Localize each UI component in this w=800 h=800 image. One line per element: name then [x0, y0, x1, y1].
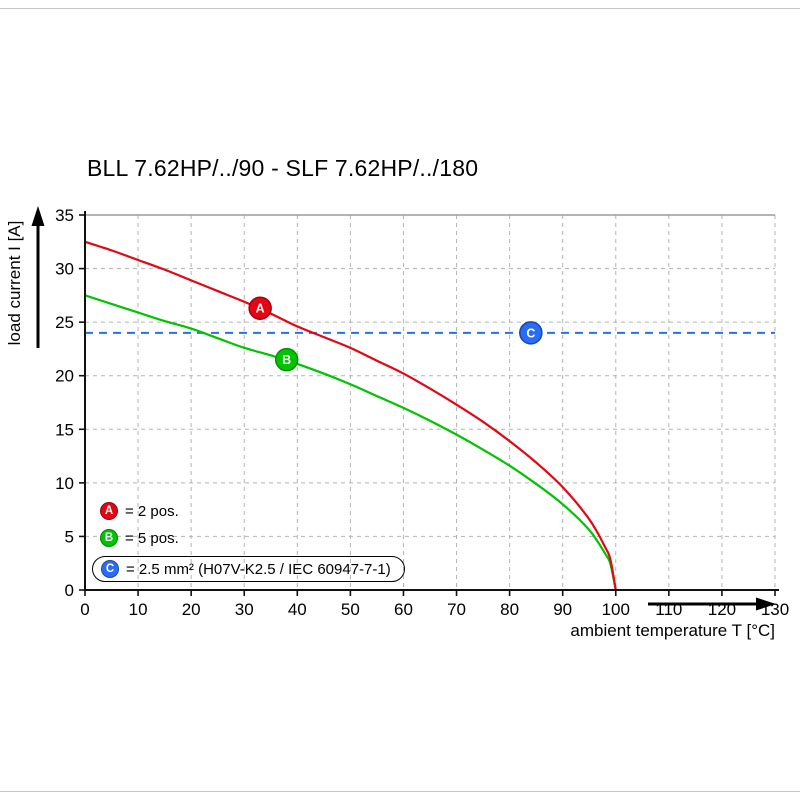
legend-marker-c-icon: C	[101, 560, 119, 578]
x-tick-label: 90	[553, 600, 572, 619]
curve-B	[83, 294, 617, 592]
x-tick-label: 20	[182, 600, 201, 619]
x-axis-arrowhead-icon	[756, 597, 776, 611]
legend-label-b: = 5 pos.	[125, 529, 179, 547]
curve-A	[83, 240, 617, 592]
marker-C-circle-icon	[519, 321, 543, 345]
gridlines	[85, 214, 776, 590]
marker-C: C	[519, 321, 543, 345]
legend-item-b: B = 5 pos.	[100, 529, 179, 547]
y-tick-label: 35	[55, 206, 74, 225]
y-axis-label: load current I [A]	[5, 221, 24, 346]
marker-A-circle-icon	[248, 296, 272, 320]
x-tick-label: 80	[500, 600, 519, 619]
page-top-rule	[0, 8, 800, 9]
y-tick-label: 15	[55, 420, 74, 439]
legend: A = 2 pos. B = 5 pos. C = 2.5 mm² (H07V-…	[92, 502, 405, 582]
y-tick-label: 5	[65, 527, 74, 546]
legend-item-c: C = 2.5 mm² (H07V-K2.5 / IEC 60947-7-1)	[92, 556, 405, 582]
marker-A-letter: A	[256, 302, 265, 316]
x-tick-label: 30	[235, 600, 254, 619]
x-tick-label: 40	[288, 600, 307, 619]
x-axis-label: ambient temperature T [°C]	[570, 621, 775, 640]
legend-label-c: = 2.5 mm² (H07V-K2.5 / IEC 60947-7-1)	[126, 560, 391, 578]
y-tick-label: 20	[55, 367, 74, 386]
chart-title: BLL 7.62HP/../90 - SLF 7.62HP/../180	[87, 155, 479, 181]
legend-marker-a-icon: A	[100, 502, 118, 520]
marker-B-circle-icon	[274, 347, 299, 372]
marker-A: A	[248, 296, 272, 320]
y-tick-label: 25	[55, 313, 74, 332]
page-bottom-rule	[0, 791, 800, 792]
legend-marker-b-icon: B	[100, 529, 118, 547]
y-tick-label: 0	[65, 581, 74, 600]
x-tick-label: 60	[394, 600, 413, 619]
y-tick-label: 10	[55, 474, 74, 493]
marker-B-letter: B	[282, 353, 291, 367]
x-tick-label: 100	[602, 600, 630, 619]
x-tick-label: 70	[447, 600, 466, 619]
x-tick-label: 0	[80, 600, 89, 619]
marker-B: B	[274, 347, 299, 372]
legend-item-a: A = 2 pos.	[100, 502, 179, 520]
x-tick-label: 10	[129, 600, 148, 619]
x-tick-label: 50	[341, 600, 360, 619]
legend-label-a: = 2 pos.	[125, 502, 179, 520]
y-axis-arrowhead-icon	[31, 206, 45, 226]
marker-C-letter: C	[526, 326, 535, 340]
y-tick-label: 30	[55, 260, 74, 279]
axes: 0 10 20 30 40 50 60 70 80 90 100 110 120 130051015202…	[55, 206, 789, 619]
